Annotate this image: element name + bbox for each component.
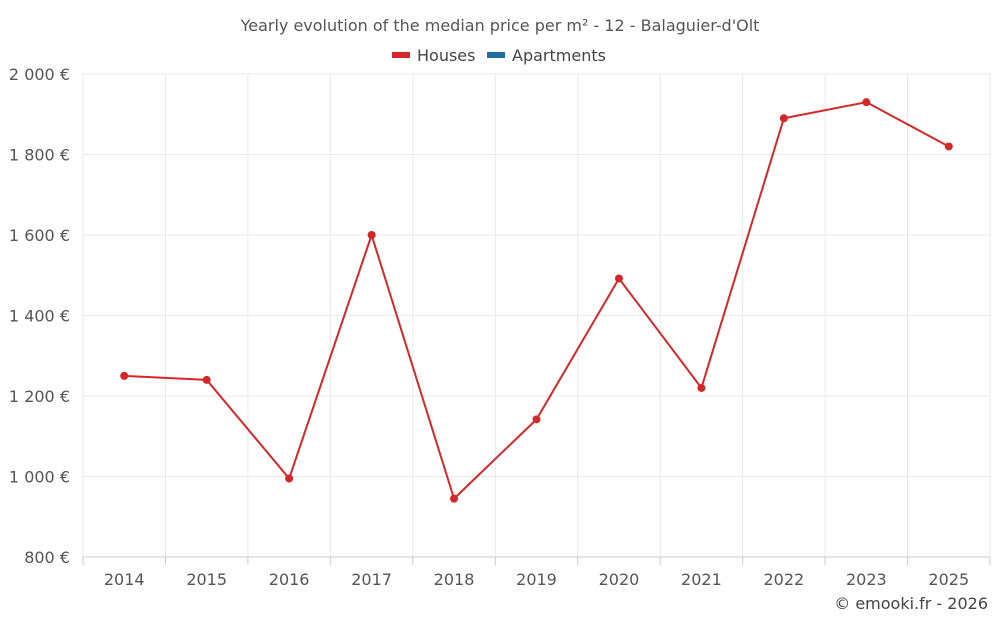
- data-point[interactable]: [697, 383, 706, 392]
- data-point[interactable]: [862, 98, 871, 107]
- data-point[interactable]: [614, 274, 623, 283]
- x-tick-label: 2022: [764, 570, 805, 589]
- y-axis: 800 € 1 000 € 1 200 € 1 400 € 1 600 € 1 800 €…: [9, 65, 70, 567]
- legend-label-houses: Houses: [417, 46, 475, 65]
- x-tick-label: 2015: [186, 570, 227, 589]
- y-tick-label: 1 200 €: [9, 387, 70, 406]
- legend-item-apartments[interactable]: Apartments: [487, 46, 606, 65]
- x-tick-label: 2020: [599, 570, 640, 589]
- x-tick-label: 2016: [269, 570, 310, 589]
- x-tick-label: 2025: [928, 570, 969, 589]
- x-tick-label: 2021: [681, 570, 722, 589]
- data-point[interactable]: [944, 142, 953, 151]
- y-tick-label: 1 600 €: [9, 226, 70, 245]
- y-tick-label: 2 000 €: [9, 65, 70, 84]
- data-point[interactable]: [779, 114, 788, 123]
- x-tick-label: 2019: [516, 570, 557, 589]
- legend: Houses Apartments: [392, 46, 606, 65]
- y-tick-label: 1 400 €: [9, 307, 70, 326]
- x-tick-label: 2014: [104, 570, 145, 589]
- y-tick-label: 1 800 €: [9, 146, 70, 165]
- plot-area: [120, 98, 953, 503]
- legend-swatch-apartments: [487, 52, 505, 58]
- data-point[interactable]: [202, 375, 211, 384]
- x-axis: 2014 2015 2016 2017 2018 2019 2020 2021 2022 2023…: [82, 556, 991, 589]
- data-point[interactable]: [285, 474, 294, 483]
- data-point[interactable]: [120, 371, 129, 380]
- data-point[interactable]: [367, 231, 376, 239]
- x-tick-label: 2017: [351, 570, 392, 589]
- x-tick-label: 2023: [846, 570, 887, 589]
- x-tick-label: 2018: [434, 570, 475, 589]
- legend-item-houses[interactable]: Houses: [392, 46, 475, 65]
- legend-label-apartments: Apartments: [512, 46, 606, 65]
- y-tick-label: 1 000 €: [9, 468, 70, 487]
- data-point[interactable]: [450, 494, 459, 503]
- grid: [82, 73, 991, 557]
- chart-title: Yearly evolution of the median price per…: [240, 16, 760, 35]
- credit-text: © emooki.fr - 2026: [834, 594, 988, 613]
- legend-swatch-houses: [392, 52, 410, 58]
- y-tick-label: 800 €: [24, 548, 70, 567]
- data-point[interactable]: [532, 415, 541, 424]
